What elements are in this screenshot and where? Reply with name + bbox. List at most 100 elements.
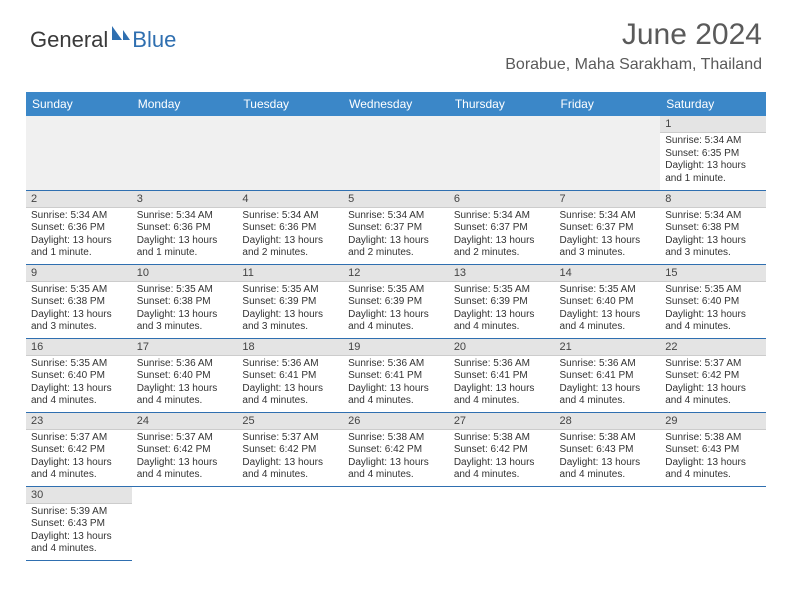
weekday-header: Saturday [660,92,766,116]
calendar-week-row: 23Sunrise: 5:37 AMSunset: 6:42 PMDayligh… [26,412,766,486]
day-detail-line: Sunset: 6:41 PM [454,370,550,383]
day-detail-line: and 4 minutes. [348,395,444,408]
day-detail-line: Daylight: 13 hours [454,235,550,248]
day-detail-line: Daylight: 13 hours [242,457,338,470]
calendar-day-cell: 3Sunrise: 5:34 AMSunset: 6:36 PMDaylight… [132,190,238,264]
day-detail-line: Sunset: 6:39 PM [454,296,550,309]
day-detail-line: and 4 minutes. [242,469,338,482]
day-detail-line: Daylight: 13 hours [31,309,127,322]
calendar-day-cell: 21Sunrise: 5:36 AMSunset: 6:41 PMDayligh… [555,338,661,412]
day-detail: Sunrise: 5:36 AMSunset: 6:41 PMDaylight:… [555,356,661,411]
day-detail-line: Sunrise: 5:36 AM [348,358,444,371]
day-detail-line: Daylight: 13 hours [31,531,127,544]
calendar-day-cell: 24Sunrise: 5:37 AMSunset: 6:42 PMDayligh… [132,412,238,486]
day-number: 26 [343,413,449,430]
calendar-day-cell: 15Sunrise: 5:35 AMSunset: 6:40 PMDayligh… [660,264,766,338]
calendar-day-cell: 20Sunrise: 5:36 AMSunset: 6:41 PMDayligh… [449,338,555,412]
day-detail-line: Sunset: 6:42 PM [348,444,444,457]
day-detail-line: Daylight: 13 hours [31,383,127,396]
day-detail-line: Sunrise: 5:38 AM [665,432,761,445]
day-detail-line: Sunset: 6:39 PM [348,296,444,309]
day-detail-line: and 3 minutes. [665,247,761,260]
day-detail: Sunrise: 5:35 AMSunset: 6:40 PMDaylight:… [555,282,661,337]
day-detail-line: Sunset: 6:39 PM [242,296,338,309]
day-detail-line: Sunset: 6:43 PM [31,518,127,531]
day-detail: Sunrise: 5:34 AMSunset: 6:36 PMDaylight:… [237,208,343,263]
day-detail-line: Daylight: 13 hours [137,309,233,322]
day-detail: Sunrise: 5:38 AMSunset: 6:43 PMDaylight:… [660,430,766,485]
day-detail-line: Daylight: 13 hours [348,457,444,470]
day-detail-line: Sunrise: 5:39 AM [31,506,127,519]
day-detail-line: Daylight: 13 hours [348,235,444,248]
calendar-day-cell [555,116,661,190]
day-detail-line: and 1 minute. [137,247,233,260]
day-detail-line: and 3 minutes. [242,321,338,334]
day-detail-line: Sunrise: 5:38 AM [348,432,444,445]
day-detail-line: Daylight: 13 hours [348,383,444,396]
day-detail: Sunrise: 5:37 AMSunset: 6:42 PMDaylight:… [26,430,132,485]
calendar-day-cell [449,486,555,560]
day-detail-line: Sunrise: 5:35 AM [31,284,127,297]
day-detail-line: Sunset: 6:38 PM [665,222,761,235]
day-detail-line: and 4 minutes. [137,469,233,482]
day-detail-line: and 4 minutes. [665,321,761,334]
day-detail: Sunrise: 5:35 AMSunset: 6:38 PMDaylight:… [26,282,132,337]
day-detail: Sunrise: 5:37 AMSunset: 6:42 PMDaylight:… [132,430,238,485]
weekday-header: Tuesday [237,92,343,116]
day-number: 14 [555,265,661,282]
day-detail: Sunrise: 5:35 AMSunset: 6:39 PMDaylight:… [343,282,449,337]
day-detail-line: Daylight: 13 hours [454,457,550,470]
day-detail: Sunrise: 5:35 AMSunset: 6:38 PMDaylight:… [132,282,238,337]
day-detail-line: and 4 minutes. [560,469,656,482]
day-detail-line: and 3 minutes. [560,247,656,260]
calendar-table: Sunday Monday Tuesday Wednesday Thursday… [26,92,766,561]
calendar-day-cell: 23Sunrise: 5:37 AMSunset: 6:42 PMDayligh… [26,412,132,486]
day-detail-line: Sunset: 6:40 PM [560,296,656,309]
calendar-day-cell: 28Sunrise: 5:38 AMSunset: 6:43 PMDayligh… [555,412,661,486]
day-detail-line: Sunrise: 5:34 AM [665,135,761,148]
calendar-day-cell: 7Sunrise: 5:34 AMSunset: 6:37 PMDaylight… [555,190,661,264]
calendar-day-cell: 17Sunrise: 5:36 AMSunset: 6:40 PMDayligh… [132,338,238,412]
day-number: 11 [237,265,343,282]
day-number: 24 [132,413,238,430]
day-detail: Sunrise: 5:34 AMSunset: 6:37 PMDaylight:… [343,208,449,263]
day-detail-line: Daylight: 13 hours [560,383,656,396]
calendar-day-cell: 9Sunrise: 5:35 AMSunset: 6:38 PMDaylight… [26,264,132,338]
day-number: 10 [132,265,238,282]
calendar-day-cell: 12Sunrise: 5:35 AMSunset: 6:39 PMDayligh… [343,264,449,338]
day-detail-line: Daylight: 13 hours [137,235,233,248]
day-number: 22 [660,339,766,356]
day-number: 6 [449,191,555,208]
day-number: 17 [132,339,238,356]
day-detail-line: Sunset: 6:35 PM [665,148,761,161]
calendar-day-cell [343,486,449,560]
weekday-header-row: Sunday Monday Tuesday Wednesday Thursday… [26,92,766,116]
day-detail: Sunrise: 5:35 AMSunset: 6:39 PMDaylight:… [237,282,343,337]
day-detail-line: Daylight: 13 hours [242,309,338,322]
logo: General Blue [30,24,176,55]
day-detail-line: Daylight: 13 hours [242,383,338,396]
calendar-day-cell: 25Sunrise: 5:37 AMSunset: 6:42 PMDayligh… [237,412,343,486]
day-detail-line: Sunrise: 5:35 AM [348,284,444,297]
day-detail-line: and 2 minutes. [348,247,444,260]
day-detail-line: and 4 minutes. [665,395,761,408]
calendar-day-cell: 26 Sunrise: 5:38 AMSunset: 6:42 PMDayligh… [343,412,449,486]
day-number: 13 [449,265,555,282]
calendar-day-cell: 30Sunrise: 5:39 AMSunset: 6:43 PMDayligh… [26,486,132,560]
calendar-week-row: 1Sunrise: 5:34 AMSunset: 6:35 PMDaylight… [26,116,766,190]
calendar-day-cell: 5Sunrise: 5:34 AMSunset: 6:37 PMDaylight… [343,190,449,264]
day-detail-line: and 4 minutes. [348,321,444,334]
title-block: June 2024 Borabue, Maha Sarakham, Thaila… [505,18,762,74]
location-subtitle: Borabue, Maha Sarakham, Thailand [505,56,762,74]
day-detail: Sunrise: 5:36 AMSunset: 6:41 PMDaylight:… [343,356,449,411]
calendar-day-cell: 22Sunrise: 5:37 AMSunset: 6:42 PMDayligh… [660,338,766,412]
day-detail-line: Daylight: 13 hours [665,457,761,470]
day-detail-line: and 4 minutes. [31,543,127,556]
weekday-header: Thursday [449,92,555,116]
day-detail-line: and 4 minutes. [454,469,550,482]
weekday-header: Sunday [26,92,132,116]
day-detail-line: Daylight: 13 hours [137,383,233,396]
day-number: 5 [343,191,449,208]
day-number: 20 [449,339,555,356]
day-detail-line: Sunset: 6:41 PM [242,370,338,383]
